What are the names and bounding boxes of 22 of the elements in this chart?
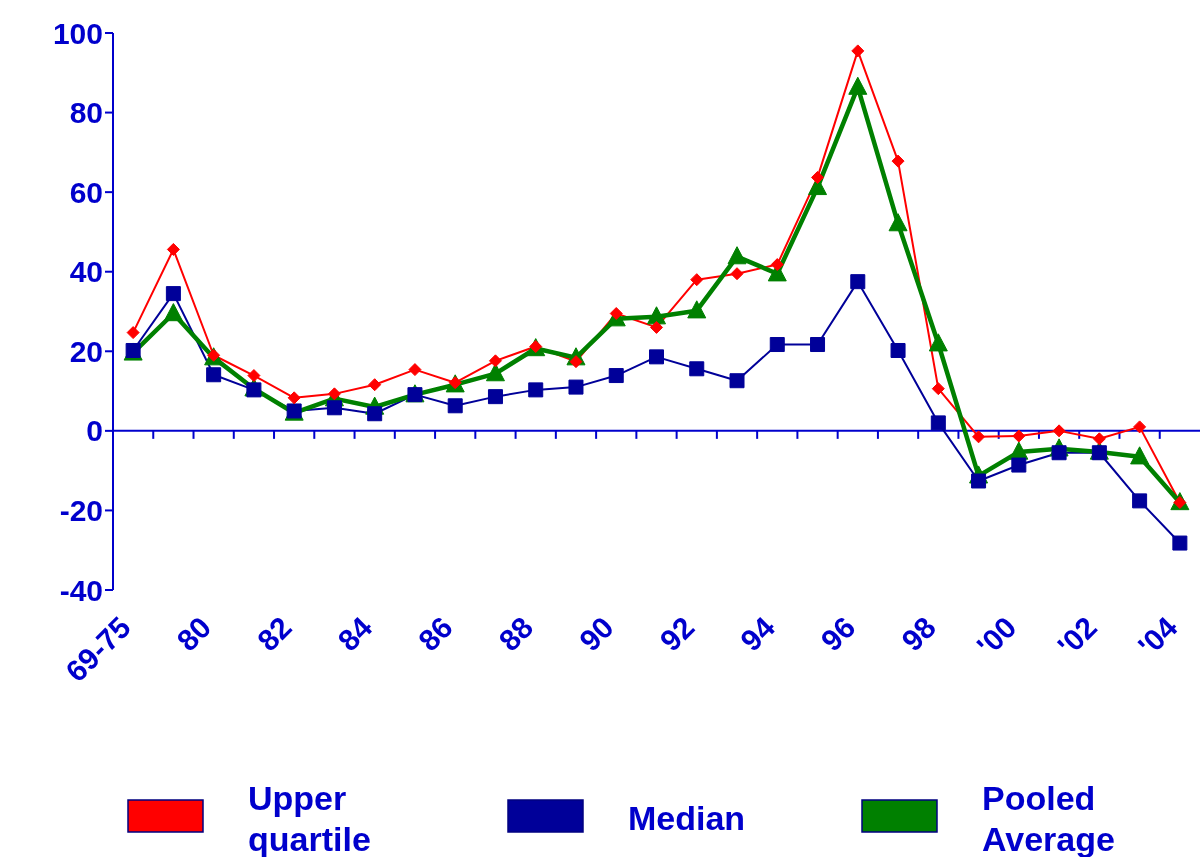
- x-tick-label: 92: [653, 610, 701, 658]
- x-tick-label: 90: [572, 610, 620, 658]
- y-tick-label: 80: [69, 96, 103, 130]
- x-tick-label: 98: [895, 610, 942, 658]
- x-tick-label: 88: [492, 610, 540, 658]
- y-tick-label: 20: [69, 334, 103, 368]
- x-tick-label: 84: [331, 610, 379, 658]
- y-tick-label: -20: [59, 493, 103, 527]
- y-tick-label: 100: [52, 16, 103, 50]
- y-tick-label: 60: [69, 175, 103, 209]
- legend-label: Median: [628, 798, 746, 837]
- x-tick-label: '04: [1131, 610, 1184, 663]
- x-tick-label: '02: [1051, 610, 1104, 663]
- x-tick-label: 86: [411, 610, 459, 658]
- x-tick-label: 80: [170, 610, 218, 658]
- y-tick-label: 40: [69, 255, 103, 289]
- x-tick-label: 96: [814, 610, 862, 658]
- x-tick-label: 82: [250, 610, 298, 658]
- x-tick-label: 94: [734, 610, 782, 658]
- y-tick-label: -40: [59, 573, 103, 607]
- y-tick-label: 0: [86, 414, 103, 448]
- x-tick-label: '00: [970, 610, 1023, 663]
